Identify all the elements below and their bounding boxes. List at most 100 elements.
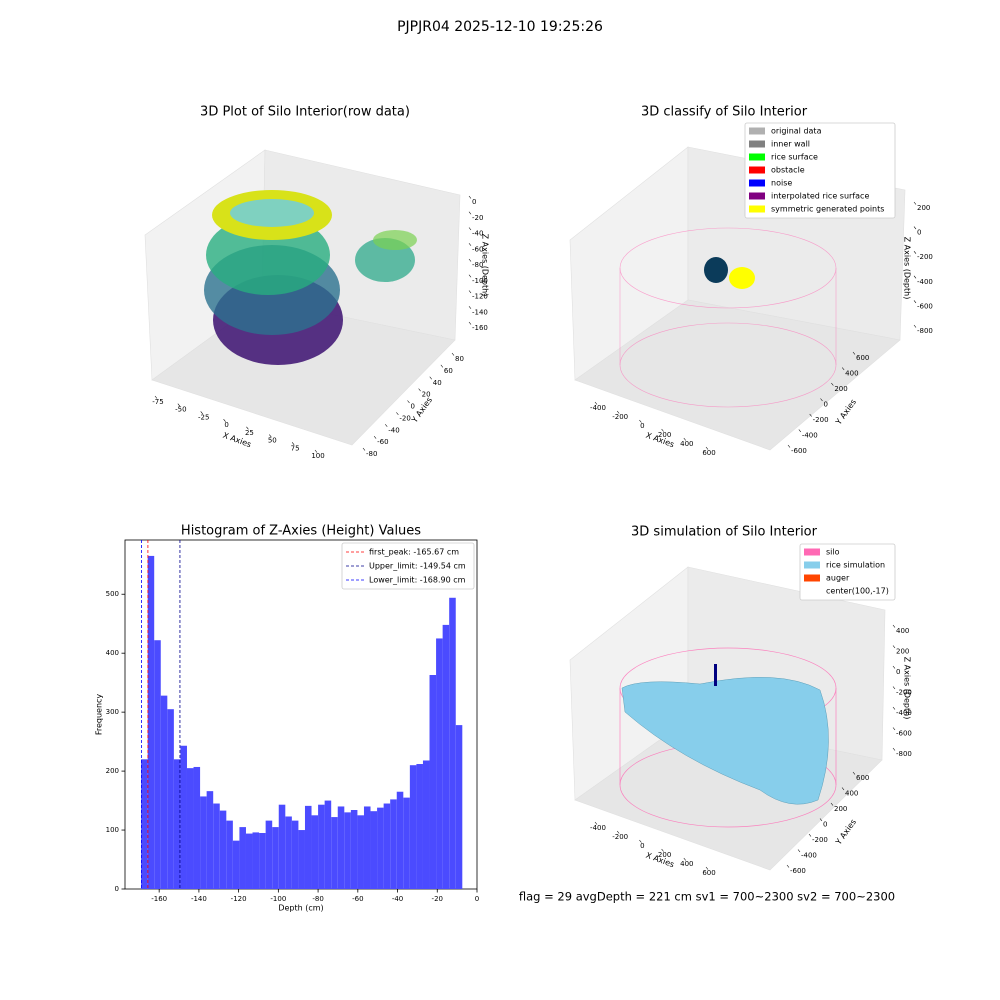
bar: [206, 791, 214, 889]
tick-mark: [787, 444, 791, 448]
bar: [259, 832, 266, 889]
bar: [200, 796, 207, 889]
y-tick-label: 80: [455, 355, 464, 363]
tick-mark: [373, 435, 377, 439]
suptitle: PJPJR04 2025-12-10 19:25:26: [397, 19, 603, 35]
x-tick-label: 0: [475, 895, 479, 903]
x-tick-label: 400: [680, 440, 693, 448]
tick-mark: [468, 321, 472, 325]
x-tick-label: 600: [702, 449, 715, 457]
bar: [344, 812, 351, 889]
tick-mark: [594, 821, 598, 825]
y-axis-label: Y Axies: [833, 398, 858, 428]
y-tick-label: 20: [422, 391, 431, 399]
tick-mark: [661, 848, 664, 852]
tick-mark: [913, 300, 917, 304]
x-axis-label: Depth (cm): [278, 904, 323, 913]
z-tick-label: -140: [472, 308, 488, 316]
tick-mark: [683, 437, 687, 441]
noise-cluster: [704, 257, 728, 283]
bar: [390, 799, 397, 889]
y-tick-label: 200: [834, 385, 847, 393]
x-tick-label: 400: [680, 860, 693, 868]
z-tick-label: 200: [896, 648, 909, 656]
tick-mark: [468, 227, 472, 231]
tick-mark: [661, 428, 664, 432]
tick-mark: [841, 367, 845, 371]
z-tick-label: 0: [472, 198, 476, 206]
tick-mark: [683, 857, 687, 861]
tick-mark: [269, 434, 272, 438]
x-tick-label: -50: [175, 406, 186, 414]
legend-label: auger: [826, 574, 850, 583]
tick-mark: [200, 411, 203, 415]
tick-mark: [314, 449, 318, 453]
x-tick-label: 100: [311, 452, 324, 460]
x-tick-label: 200: [658, 851, 671, 859]
z-tick-label: -60: [472, 245, 483, 253]
z-tick-label: 200: [917, 204, 930, 212]
tick-mark: [913, 275, 917, 279]
bar: [357, 815, 364, 889]
bar: [167, 709, 174, 889]
generated-cluster: [729, 267, 755, 289]
chart-title: 3D classify of Silo Interior: [641, 105, 808, 120]
tick-mark: [913, 324, 917, 328]
tick-mark: [892, 747, 896, 751]
x-tick-label: -200: [612, 413, 628, 421]
y-axis-label: Y Axies: [833, 818, 858, 848]
z-tick-label: -400: [896, 709, 912, 717]
tick-mark: [892, 665, 896, 669]
bar: [449, 597, 456, 889]
bar: [285, 816, 292, 889]
legend-label: silo: [826, 548, 840, 557]
tick-mark: [616, 410, 620, 414]
bar: [252, 832, 260, 889]
legend-swatch: [749, 166, 765, 174]
z-tick-label: -800: [917, 327, 933, 335]
y-tick-label: 300: [106, 708, 119, 716]
y-tick-label: 0: [824, 401, 828, 409]
chart-title: 3D Plot of Silo Interior(row data): [200, 105, 410, 120]
bar: [180, 745, 187, 889]
legend-swatch: [804, 574, 820, 582]
bar: [442, 624, 450, 889]
tick-mark: [362, 447, 366, 451]
bar: [239, 827, 246, 889]
tick-mark: [440, 364, 444, 368]
bar: [245, 833, 253, 889]
tick-mark: [451, 352, 455, 356]
tick-mark: [913, 251, 917, 254]
legend-swatch: [749, 179, 765, 187]
x-tick-label: 0: [640, 422, 644, 430]
bar: [436, 638, 443, 889]
tick-mark: [594, 401, 598, 405]
footer: flag = 29 avgDepth = 221 cm sv1 = 700~23…: [519, 890, 895, 904]
x-tick-label: -140: [191, 895, 207, 903]
tick-mark: [913, 201, 917, 205]
z-axis-label: Z Axies (Depth): [481, 234, 490, 297]
y-tick-label: 0: [823, 821, 827, 829]
z-tick-label: -120: [472, 293, 488, 301]
z-tick-label: 0: [896, 668, 900, 676]
legend-label: center(100,-17): [826, 587, 889, 596]
tick-mark: [892, 645, 896, 649]
tick-mark: [468, 306, 472, 309]
x-tick-label: -20: [432, 895, 443, 903]
y-tick-label: 200: [106, 767, 119, 775]
tick-mark: [819, 818, 823, 822]
z-axis-label: Z Axies (Depth): [903, 237, 912, 300]
legend-label: noise: [771, 179, 792, 188]
bar: [350, 810, 358, 889]
z-tick-label: -800: [896, 750, 912, 758]
bar: [318, 804, 325, 889]
tick-mark: [892, 686, 896, 690]
bar: [186, 768, 194, 889]
tick-mark: [820, 398, 823, 402]
tick-mark: [468, 290, 472, 294]
z-tick-label: -160: [472, 324, 488, 332]
legend-swatch: [749, 127, 765, 135]
tick-mark: [639, 419, 642, 423]
tick-mark: [892, 706, 896, 710]
bar: [298, 830, 305, 889]
